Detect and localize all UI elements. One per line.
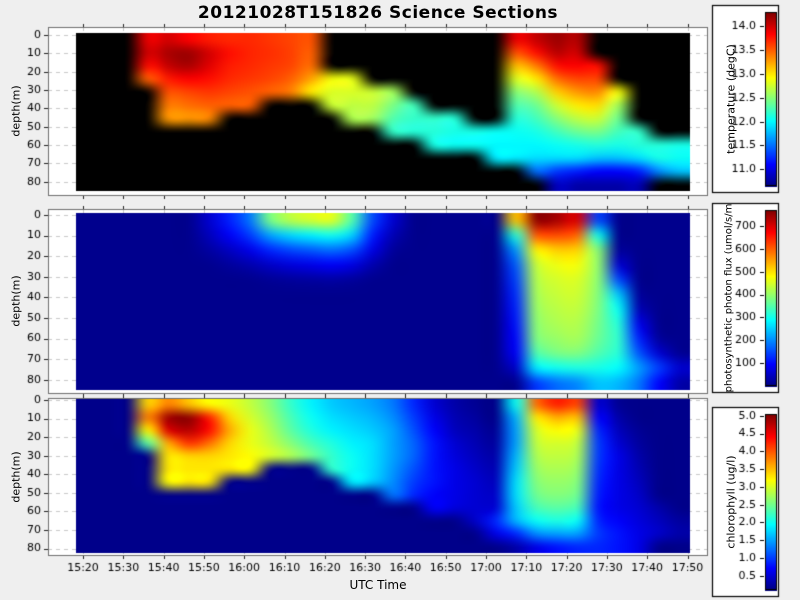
temperature-colorbar-label: temperature (degC) bbox=[724, 44, 738, 154]
temperature-section-plot bbox=[48, 27, 708, 196]
depth-axis-label-photon-flux: depth(m) bbox=[9, 275, 23, 327]
photon-flux-section-plot bbox=[48, 209, 708, 394]
depth-axis-label-chlorophyll: depth(m) bbox=[9, 451, 23, 503]
figure-title: 20121028T151826 Science Sections bbox=[197, 3, 559, 23]
chlorophyll-colorbar bbox=[712, 407, 779, 597]
utc-time-axis-label: UTC Time bbox=[349, 578, 407, 592]
depth-axis-label-temperature: depth(m) bbox=[9, 85, 23, 137]
photon-flux-colorbar bbox=[712, 203, 779, 393]
temperature-colorbar bbox=[712, 5, 779, 193]
chlorophyll-colorbar-label: chlorophyll (ug/l) bbox=[724, 455, 738, 549]
chlorophyll-section-plot bbox=[48, 398, 708, 556]
photon-flux-colorbar-label: photosynthetic photon flux (umol/s/m bbox=[723, 203, 735, 393]
